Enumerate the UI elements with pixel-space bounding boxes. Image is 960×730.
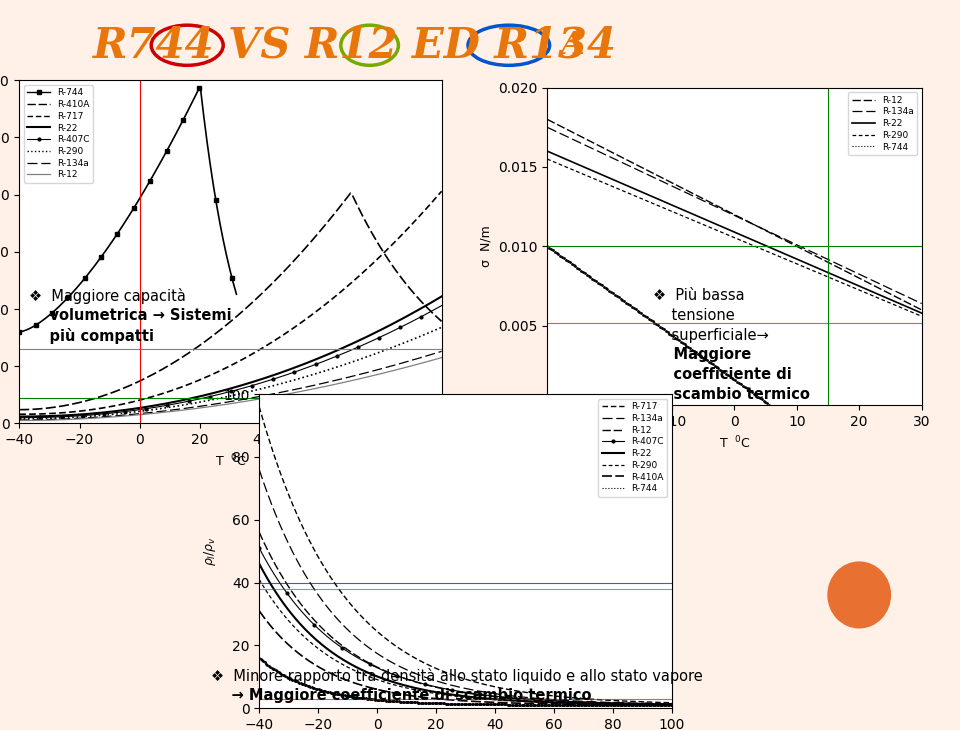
Y-axis label: $\rho_l/\rho_v$: $\rho_l/\rho_v$ (202, 536, 218, 566)
Ellipse shape (828, 562, 891, 628)
Text: più compatti: più compatti (29, 328, 154, 344)
Legend: R-744, R-410A, R-717, R-22, R-407C, R-290, R-134a, R-12: R-744, R-410A, R-717, R-22, R-407C, R-29… (24, 85, 93, 183)
Legend: R-717, R-134a, R-12, R-407C, R-22, R-290, R-410A, R-744: R-717, R-134a, R-12, R-407C, R-22, R-290… (598, 399, 667, 497)
Text: superficiale→: superficiale→ (653, 328, 769, 343)
X-axis label: T  $^0$C: T $^0$C (718, 434, 751, 451)
X-axis label: T  $^0$C: T $^0$C (214, 453, 247, 469)
Text: coefficiente di: coefficiente di (653, 367, 792, 383)
Text: R744 VS R12 ED R134: R744 VS R12 ED R134 (93, 24, 617, 66)
Text: ❖  Maggiore capacità: ❖ Maggiore capacità (29, 288, 185, 304)
Text: → Maggiore coefficiente di scambio termico: → Maggiore coefficiente di scambio termi… (211, 688, 591, 703)
Text: scambio termico: scambio termico (653, 387, 809, 402)
Text: volumetrica → Sistemi: volumetrica → Sistemi (29, 308, 231, 323)
Text: Maggiore: Maggiore (653, 347, 751, 363)
Text: A: A (561, 30, 584, 61)
Text: ❖  Minore rapporto tra densità allo stato liquido e allo stato vapore: ❖ Minore rapporto tra densità allo stato… (211, 668, 703, 684)
Text: tensione: tensione (653, 308, 734, 323)
Legend: R-12, R-134a, R-22, R-290, R-744: R-12, R-134a, R-22, R-290, R-744 (849, 92, 917, 155)
Text: ❖  Più bassa: ❖ Più bassa (653, 288, 744, 304)
Y-axis label: σ  N/m: σ N/m (479, 226, 492, 267)
